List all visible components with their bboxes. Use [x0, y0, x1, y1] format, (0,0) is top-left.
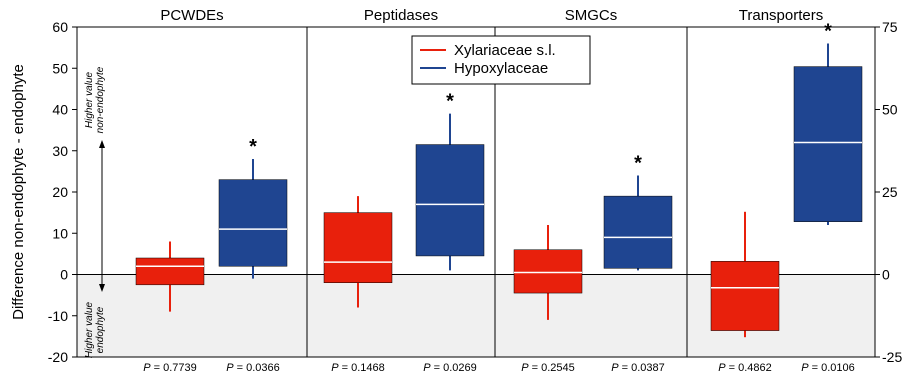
box-body	[603, 195, 673, 269]
left-y-axis: -20 -10 0 10 20 30 40 50 60	[48, 19, 77, 365]
significance-star: *	[249, 136, 257, 158]
right-tick-label: 25	[882, 184, 898, 200]
box-body	[710, 261, 780, 331]
annotation-bottom-label: Higher valueendophyte	[84, 301, 106, 358]
left-tick-label: 10	[52, 225, 68, 241]
left-tick-label: 20	[52, 184, 68, 200]
p-value-label: P = 0.4862	[718, 362, 772, 374]
panel-peptidases: Peptidases P = 0.1468 * P = 0.0269	[323, 7, 485, 374]
right-y-axis: -25 0 25 50 75	[875, 19, 902, 365]
p-value-label: P = 0.0366	[226, 362, 280, 374]
left-tick-label: 0	[60, 267, 68, 283]
panel-title: SMGCs	[565, 7, 618, 24]
arrow-down-icon	[99, 284, 105, 292]
y-axis-label: Difference non-endophyte - endophyte	[10, 64, 27, 320]
legend: Xylariaceae s.l.Hypoxylaceae	[411, 35, 591, 85]
box-body	[135, 257, 205, 286]
box-body	[218, 179, 288, 267]
panel-title: Transporters	[739, 7, 823, 24]
legend-label: Hypoxylaceae	[454, 60, 548, 77]
box-body	[323, 212, 393, 283]
right-tick-label: 50	[882, 102, 898, 118]
left-tick-label: 50	[52, 60, 68, 76]
box-xylariaceae: P = 0.4862	[710, 211, 780, 374]
box-body	[513, 249, 583, 294]
direction-annotation: Higher valuenon-endophyte Higher valueend…	[84, 66, 106, 358]
right-tick-label: 75	[882, 19, 898, 35]
p-value-label: P = 0.1468	[331, 362, 385, 374]
box-xylariaceae: P = 0.7739	[135, 241, 205, 374]
p-value-label: P = 0.0269	[423, 362, 477, 374]
box-hypoxylaceae: * P = 0.0366	[218, 136, 288, 374]
panel-title: PCWDEs	[160, 7, 223, 24]
p-value-label: P = 0.2545	[521, 362, 575, 374]
box-xylariaceae: P = 0.2545	[513, 225, 583, 374]
left-tick-label: 60	[52, 19, 68, 35]
panel-pcwdes: PCWDEs P = 0.7739 * P = 0.0366	[135, 7, 288, 374]
arrow-up-icon	[99, 140, 105, 148]
right-tick-label: 0	[882, 267, 890, 283]
legend-label: Xylariaceae s.l.	[454, 42, 556, 59]
left-tick-label: -10	[48, 308, 68, 324]
panel-transporters: Transporters P = 0.4862 * P = 0.0106	[710, 7, 863, 374]
panel-title: Peptidases	[364, 7, 438, 24]
p-value-label: P = 0.0106	[801, 362, 855, 374]
significance-star: *	[634, 153, 642, 175]
legend-box	[411, 35, 591, 85]
panels: PCWDEs P = 0.7739 * P = 0.0366 Peptidases P =…	[135, 7, 863, 374]
left-tick-label: -20	[48, 349, 68, 365]
left-tick-label: 40	[52, 102, 68, 118]
box-xylariaceae: P = 0.1468	[323, 196, 393, 374]
box-hypoxylaceae: * P = 0.0106	[793, 21, 863, 374]
annotation-top-label: Higher valuenon-endophyte	[84, 66, 106, 133]
significance-star: *	[446, 91, 454, 113]
p-value-label: P = 0.7739	[143, 362, 197, 374]
box-hypoxylaceae: * P = 0.0387	[603, 153, 673, 374]
box-hypoxylaceae: * P = 0.0269	[415, 91, 485, 374]
significance-star: *	[824, 21, 832, 43]
left-tick-label: 30	[52, 143, 68, 159]
right-tick-label: -25	[882, 349, 902, 365]
box-body	[793, 66, 863, 222]
panel-smgcs: SMGCs P = 0.2545 * P = 0.0387	[513, 7, 673, 374]
box-body	[415, 144, 485, 257]
p-value-label: P = 0.0387	[611, 362, 665, 374]
